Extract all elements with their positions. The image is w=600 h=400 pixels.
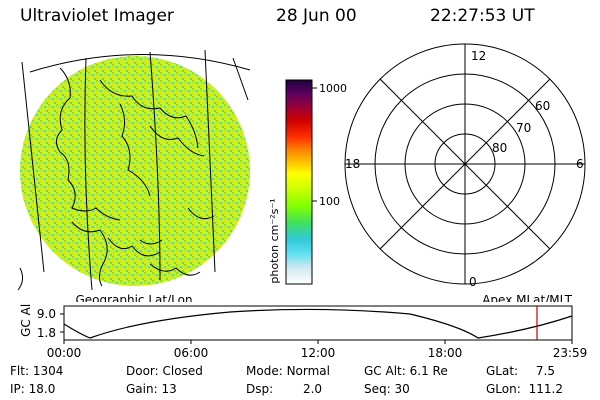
mlt-label-left: 18 xyxy=(345,157,360,171)
polar-grid: 12 18 6 0 60 70 80 Apex MLat/MLT xyxy=(344,43,586,302)
mlt-label-top: 12 xyxy=(471,49,486,63)
mlat-label-70: 70 xyxy=(516,121,531,135)
info-dsp-label: Dsp: xyxy=(246,382,274,396)
timeline-xtick-0: 00:00 xyxy=(47,346,82,360)
info-mode-label: Mode: xyxy=(246,364,283,378)
info-gc-alt-value: 6.1 Re xyxy=(409,364,448,378)
polar-caption: Apex MLat/MLT xyxy=(482,293,572,302)
info-flt-label: Flt: xyxy=(10,364,29,378)
timeline-xtick-2: 12:00 xyxy=(301,346,336,360)
info-dsp: Dsp: 2.0 xyxy=(246,382,322,396)
mlt-label-bottom: 0 xyxy=(469,275,477,289)
instrument-title: Ultraviolet Imager xyxy=(20,6,174,26)
info-seq: Seq: 30 xyxy=(364,382,410,396)
info-gain-label: Gain: xyxy=(126,382,158,396)
info-glon-value: 111.2 xyxy=(528,382,563,396)
mlt-label-right: 6 xyxy=(576,157,584,171)
altitude-curve xyxy=(63,308,573,339)
info-glon-label: GLon: xyxy=(486,382,521,396)
globe-image: Geographic Lat/Lon xyxy=(17,49,251,302)
info-gain: Gain: 13 xyxy=(126,382,177,396)
info-glat-label: GLat: xyxy=(486,364,519,378)
colorbar-tick-100: 100 xyxy=(319,195,340,208)
colorbar: 1000 100 photon cm⁻²s⁻¹ xyxy=(268,79,347,285)
observation-time: 22:27:53 UT xyxy=(430,6,535,26)
info-ip-label: IP: xyxy=(10,382,25,396)
info-mode-value: Normal xyxy=(286,364,330,378)
mlat-label-80: 80 xyxy=(492,141,507,155)
info-seq-label: Seq: xyxy=(364,382,391,396)
info-gc-alt-label: GC Alt: xyxy=(364,364,406,378)
info-glat-value: 7.5 xyxy=(535,364,556,378)
colorbar-unit-label: photon cm⁻²s⁻¹ xyxy=(268,198,281,283)
info-door: Door: Closed xyxy=(126,364,203,378)
timeline-ytick-low: 1.8 xyxy=(37,326,56,340)
info-ip-value: 18.0 xyxy=(28,382,56,396)
info-door-label: Door: xyxy=(126,364,159,378)
info-glat: GLat: 7.5 xyxy=(486,364,555,378)
observation-date: 28 Jun 00 xyxy=(276,6,357,26)
info-gc-alt: GC Alt: 6.1 Re xyxy=(364,364,448,378)
mlat-label-60: 60 xyxy=(535,99,550,113)
info-mode: Mode: Normal xyxy=(246,364,330,378)
info-dsp-value: 2.0 xyxy=(302,382,323,396)
info-ip: IP: 18.0 xyxy=(10,382,55,396)
colorbar-gradient xyxy=(285,79,313,285)
coastline-outline xyxy=(17,67,215,291)
info-glon: GLon: 111.2 xyxy=(486,382,563,396)
timeline-ylabel: GC Alt xyxy=(19,304,33,337)
globe-grid xyxy=(21,49,251,291)
info-flt: Flt: 1304 xyxy=(10,364,63,378)
timeline-xtick-3: 18:00 xyxy=(428,346,463,360)
timeline-ytick-high: 9.0 xyxy=(37,307,56,321)
timeline-xtick-1: 06:00 xyxy=(174,346,209,360)
colorbar-tick-1000: 1000 xyxy=(319,82,347,95)
info-seq-value: 30 xyxy=(394,382,410,396)
altitude-timeline: GC Alt 9.0 1.8 00:00 06:00 12:00 18:00 2… xyxy=(19,304,588,360)
info-flt-value: 1304 xyxy=(32,364,64,378)
info-door-value: Closed xyxy=(162,364,203,378)
info-gain-value: 13 xyxy=(161,382,177,396)
uv-intensity-disk xyxy=(20,56,250,286)
globe-caption: Geographic Lat/Lon xyxy=(75,293,192,302)
timeline-xtick-4: 23:59 xyxy=(553,346,588,360)
